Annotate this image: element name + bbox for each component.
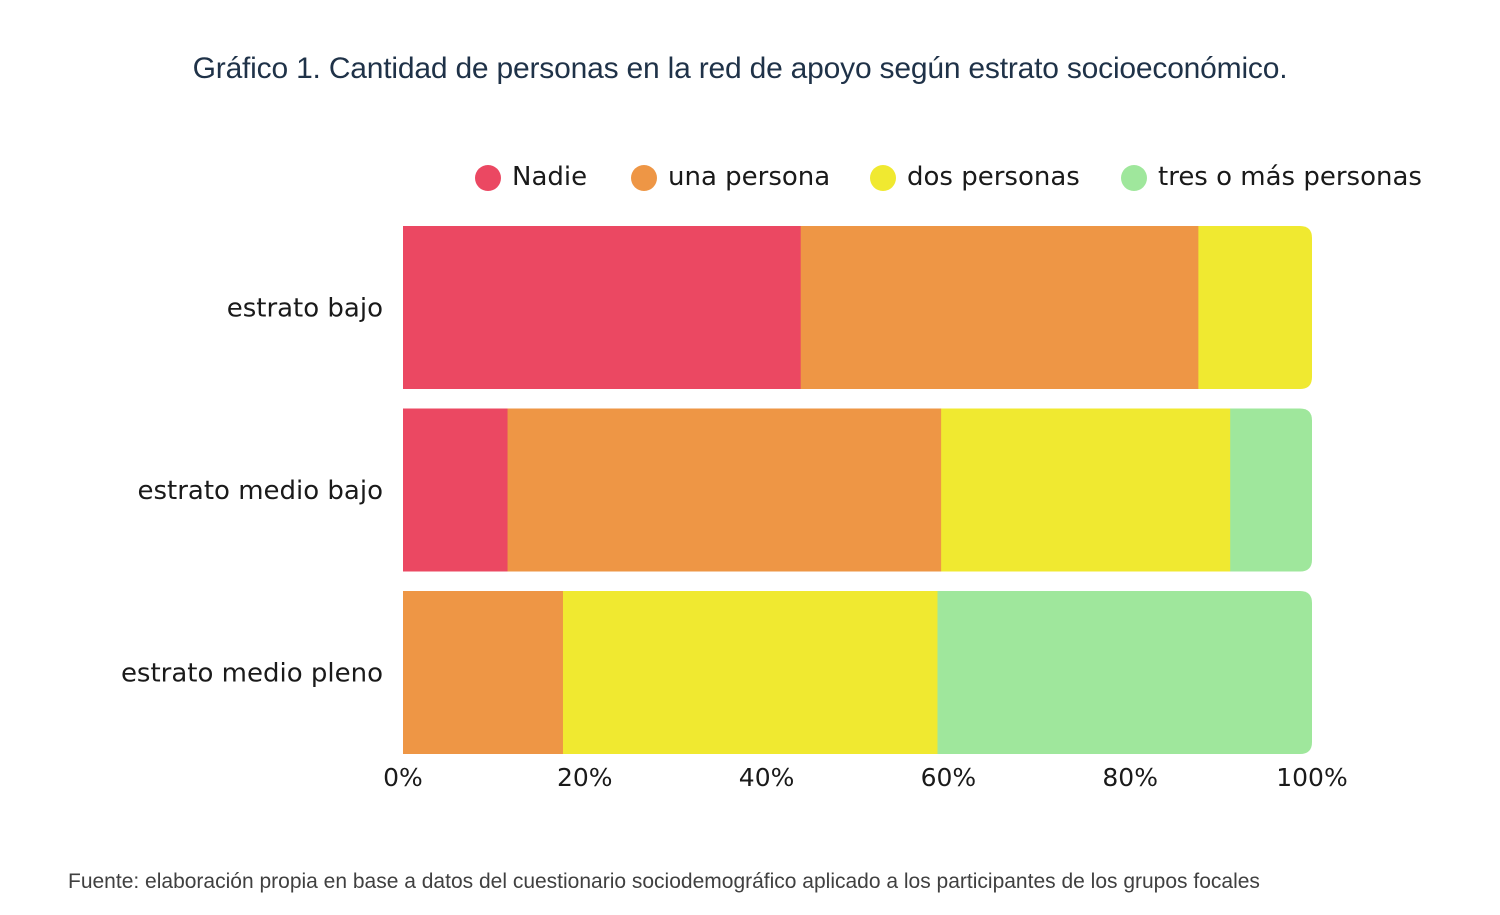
category-label-estrato-bajo: estrato bajo xyxy=(227,294,383,324)
bar-estrato-medio-pleno-tres-o-mas-personas xyxy=(937,591,1312,754)
stacked-bar-chart: Nadie una persona dos personas tres o más p… xyxy=(121,162,1422,792)
legend-swatch-dos-personas xyxy=(870,165,896,191)
x-tick-label: 0% xyxy=(383,763,423,792)
legend: Nadie una persona dos personas tres o más p… xyxy=(475,162,1422,192)
legend-label-tres-o-mas-personas: tres o más personas xyxy=(1158,162,1422,192)
bar-estrato-medio-pleno-una-persona xyxy=(403,591,564,754)
legend-label-nadie: Nadie xyxy=(512,162,587,192)
legend-label-dos-personas: dos personas xyxy=(907,162,1080,192)
x-tick-label: 20% xyxy=(557,763,613,792)
bar-estrato-bajo-dos-personas xyxy=(1198,226,1312,389)
x-tick-label: 80% xyxy=(1102,763,1158,792)
x-tick-label: 60% xyxy=(921,763,977,792)
bar-estrato-bajo-una-persona xyxy=(800,226,1199,389)
bar-estrato-medio-bajo-una-persona xyxy=(507,408,942,572)
bars xyxy=(403,226,1312,754)
category-label-estrato-medio-pleno: estrato medio pleno xyxy=(121,659,383,689)
legend-swatch-una-persona xyxy=(631,165,657,191)
legend-swatch-nadie xyxy=(475,165,501,191)
bar-row-estrato-medio-bajo xyxy=(403,408,1312,572)
chart-title: Gráfico 1. Cantidad de personas en la re… xyxy=(192,52,1288,85)
bar-row-estrato-medio-pleno xyxy=(403,591,1312,754)
x-tick-label: 100% xyxy=(1276,763,1347,792)
x-axis-ticks: 0% 20% 40% 60% 80% 100% xyxy=(383,763,1348,792)
bar-estrato-medio-pleno-dos-personas xyxy=(562,591,938,754)
bar-estrato-medio-bajo-tres-o-mas-personas xyxy=(1230,408,1312,572)
bar-estrato-bajo-nadie xyxy=(403,226,802,389)
legend-label-una-persona: una persona xyxy=(668,162,830,192)
bar-estrato-medio-bajo-dos-personas xyxy=(941,408,1231,572)
category-labels: estrato bajo estrato medio bajo estrato me… xyxy=(121,294,383,689)
legend-swatch-tres-o-mas-personas xyxy=(1121,165,1147,191)
chart-source-note: Fuente: elaboración propia en base a dat… xyxy=(68,870,1260,893)
bar-row-estrato-bajo xyxy=(403,226,1312,389)
category-label-estrato-medio-bajo: estrato medio bajo xyxy=(137,476,383,506)
x-tick-label: 40% xyxy=(739,763,795,792)
bar-estrato-medio-bajo-nadie xyxy=(403,408,509,572)
